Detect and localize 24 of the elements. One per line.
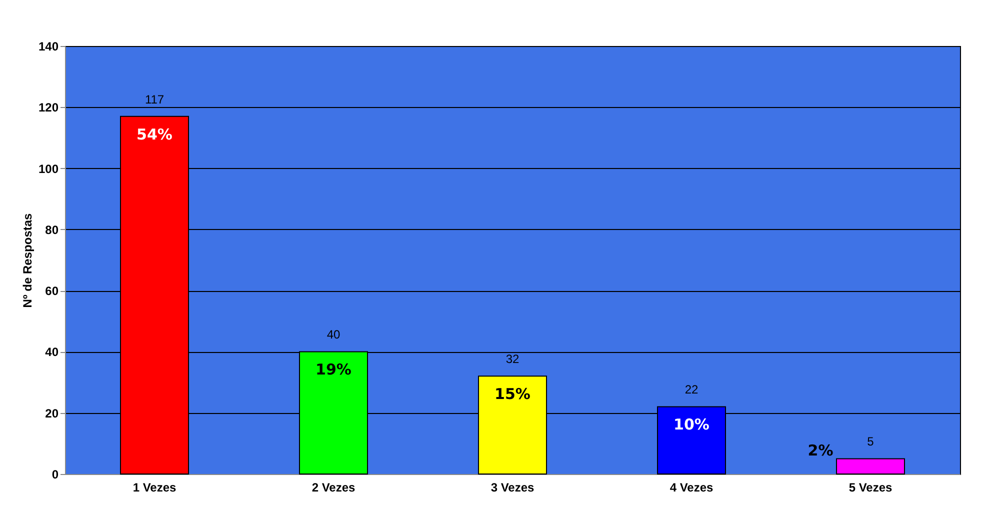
x-tick-label: 4 Vezes — [670, 480, 714, 494]
y-tick-label: 100 — [38, 162, 59, 176]
y-tick-label: 60 — [45, 284, 59, 298]
data-label: 5 — [867, 434, 874, 449]
data-label: 117 — [144, 92, 164, 106]
y-tick-label: 20 — [45, 406, 59, 420]
y-tick-label: 40 — [45, 345, 59, 360]
data-label: 32 — [506, 352, 520, 366]
y-tick-label: 80 — [45, 222, 59, 237]
annotation: 19% — [316, 360, 352, 379]
y-tick-label: 120 — [38, 100, 59, 115]
y-axis-title: Nº de Respostas — [20, 212, 34, 308]
y-tick-label: 140 — [38, 40, 59, 54]
x-tick-label: 2 Vezes — [312, 480, 356, 494]
data-label: 22 — [684, 382, 698, 397]
annotation: 10% — [674, 416, 710, 434]
annotation: 2% — [808, 442, 834, 460]
x-tick-label: 1 Vezes — [132, 480, 177, 494]
data-label: 40 — [326, 328, 340, 342]
y-tick-label: 0 — [52, 468, 59, 482]
x-tick-label: 5 Vezes — [848, 480, 893, 494]
annotation: 15% — [494, 385, 530, 404]
x-tick-label: 3 Vezes — [490, 480, 535, 494]
annotation: 54% — [136, 125, 172, 144]
